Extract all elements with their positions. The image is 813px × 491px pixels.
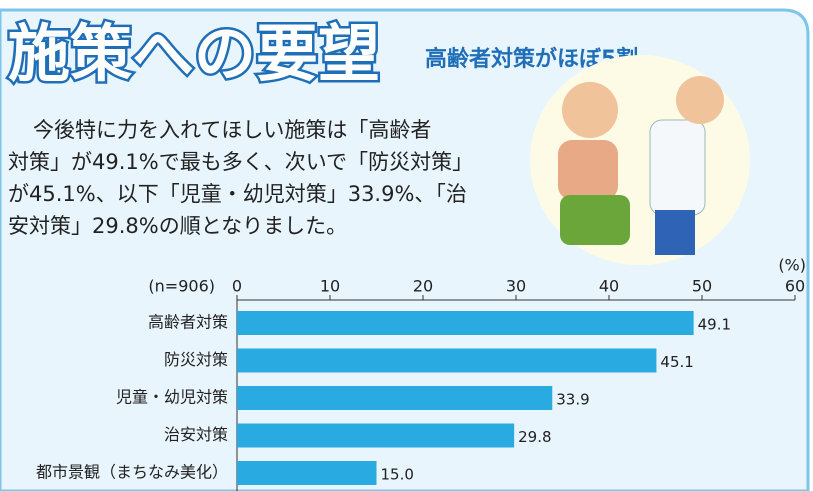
bar xyxy=(237,424,514,448)
value-label: 45.1 xyxy=(660,353,693,371)
category-label: 高齢者対策 xyxy=(148,313,228,332)
category-label: 防災対策 xyxy=(164,350,228,369)
category-label: 都市景観（まちなみ美化） xyxy=(36,463,228,482)
bar xyxy=(237,311,694,335)
page-title: 施策への要望 xyxy=(8,17,380,90)
category-label: 児童・幼児対策 xyxy=(116,388,228,407)
x-tick-label: 0 xyxy=(232,277,242,296)
value-label: 49.1 xyxy=(698,316,731,334)
value-label: 29.8 xyxy=(518,428,551,446)
value-label: 33.9 xyxy=(556,391,589,409)
body-line: 今後特に力を入れてほしい施策は「高齢者 xyxy=(33,118,431,142)
x-tick-label: 60 xyxy=(785,277,805,296)
x-tick-label: 40 xyxy=(599,277,619,296)
x-tick-label: 50 xyxy=(692,277,712,296)
page: 施策への要望 高齢者対策がほぼ5割 今後特に力を入れてほしい施策は「高齢者対策」… xyxy=(0,0,813,491)
bar xyxy=(237,386,552,410)
category-label: 治安対策 xyxy=(164,425,228,444)
x-tick-label: 30 xyxy=(506,277,526,296)
bar xyxy=(237,349,656,373)
body-line: 安対策」29.8%の順となりました。 xyxy=(8,214,347,238)
chart-page: 施策への要望 高齢者対策がほぼ5割 今後特に力を入れてほしい施策は「高齢者対策」… xyxy=(0,0,813,491)
body-line: が45.1%、以下「児童・幼児対策」33.9%、「治 xyxy=(8,182,467,206)
bar xyxy=(237,461,377,485)
sample-note: (n=906) xyxy=(148,277,215,296)
body-line: 対策」が49.1%で最も多く、次いで「防災対策」 xyxy=(8,150,473,174)
x-tick-label: 10 xyxy=(320,277,340,296)
x-tick-label: 20 xyxy=(413,277,433,296)
illustration xyxy=(530,55,750,265)
value-label: 15.0 xyxy=(381,466,414,484)
unit-label: (%) xyxy=(778,256,806,275)
